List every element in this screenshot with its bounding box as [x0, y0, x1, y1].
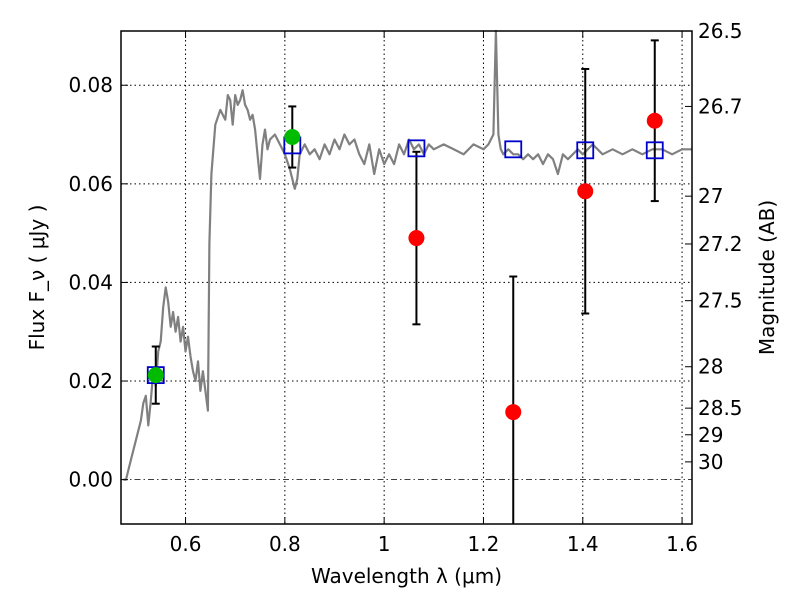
right-tick-label: 26.5 — [698, 19, 743, 43]
model-square — [645, 141, 664, 160]
x-tick-label: 1.4 — [567, 532, 599, 556]
right-axis-title: Magnitude (AB) — [755, 200, 779, 355]
right-tick-label: 27.2 — [698, 232, 743, 256]
right-tick-label: 26.7 — [698, 94, 743, 118]
model-square — [407, 139, 426, 158]
right-tick-label: 27 — [698, 184, 723, 208]
y-tick-label: 0.08 — [68, 73, 113, 97]
detection-point — [147, 367, 164, 384]
plot-frame — [120, 30, 693, 525]
grid-lines — [121, 31, 692, 524]
spectrum-line — [123, 29, 692, 481]
model-square — [504, 140, 523, 159]
right-tick-label: 28.5 — [698, 396, 743, 420]
y-tick-label: 0.00 — [68, 468, 113, 492]
x-tick-label: 1.2 — [468, 532, 500, 556]
non-detection-point — [505, 404, 522, 421]
x-tick-label: 0.6 — [170, 532, 202, 556]
y-tick-label: 0.04 — [68, 270, 113, 294]
x-tick-label: 0.8 — [269, 532, 301, 556]
y-tick-label: 0.06 — [68, 172, 113, 196]
non-detection-point — [408, 230, 425, 247]
model-spectrum — [123, 29, 692, 481]
axis-ticks — [121, 30, 692, 524]
y-axis-title: Flux F_ν ( μJy ) — [25, 205, 49, 351]
right-tick-label: 30 — [698, 450, 723, 474]
y-tick-label: 0.02 — [68, 369, 113, 393]
non-detection-point — [577, 183, 594, 200]
x-tick-label: 1 — [378, 532, 391, 556]
tick-labels: 0.6 0.8 1 1.2 1.4 1.6 0.00 0.02 0.04 0.06 0.08 26.5… — [68, 19, 742, 556]
right-tick-label: 29 — [698, 423, 723, 447]
non-detection-point — [646, 112, 663, 129]
data-markers — [146, 112, 664, 421]
x-axis-title: Wavelength λ (μm) — [311, 564, 502, 588]
right-tick-label: 27.5 — [698, 289, 743, 313]
detection-point — [284, 128, 301, 145]
model-square — [576, 141, 595, 160]
x-tick-label: 1.6 — [666, 532, 698, 556]
right-tick-label: 28 — [698, 355, 723, 379]
